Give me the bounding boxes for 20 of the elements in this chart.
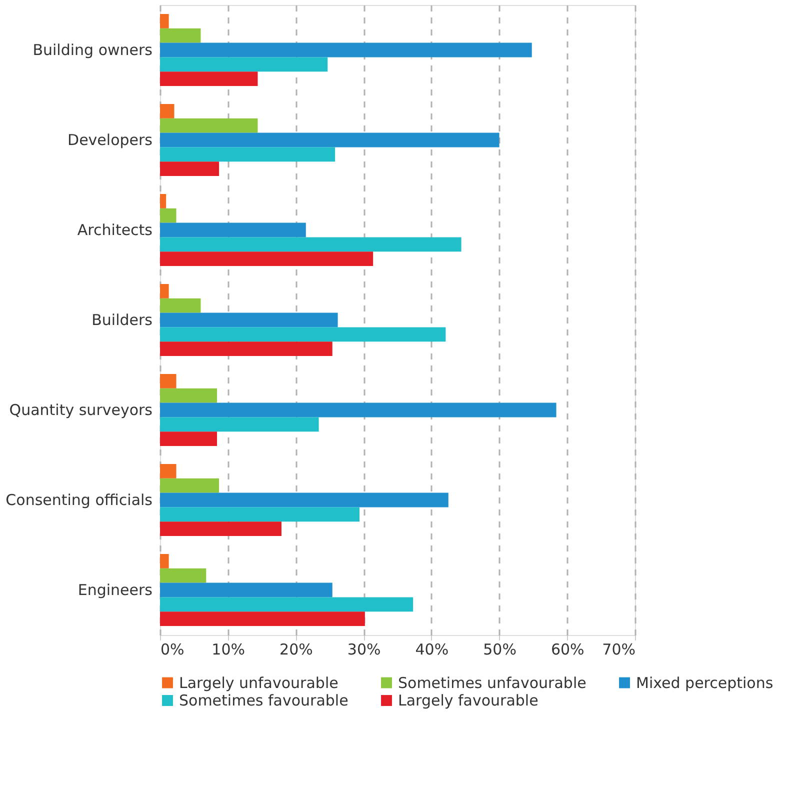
y-tick-label: Quantity surveyors (9, 401, 153, 419)
y-tick-label: Architects (77, 221, 153, 239)
y-tick-label: Building owners (32, 41, 153, 59)
x-tick-label: 60% (550, 640, 584, 658)
legend-label: Sometimes favourable (179, 692, 348, 710)
y-tick-label: Engineers (78, 581, 153, 599)
legend-label: Largely favourable (398, 692, 538, 710)
x-tick-label: 30% (347, 640, 381, 658)
legend-label: Largely unfavourable (179, 674, 338, 692)
legend-label: Sometimes unfavourable (398, 674, 586, 692)
y-tick-label: Developers (68, 131, 153, 149)
legend-label: Mixed perceptions (636, 674, 774, 692)
y-tick-label: Consenting officials (6, 491, 153, 509)
x-tick-label: 50% (483, 640, 516, 658)
x-tick-label: 70% (602, 640, 636, 658)
x-tick-label: 40% (415, 640, 449, 658)
y-tick-label: Builders (92, 311, 153, 329)
x-tick-label: 20% (280, 640, 313, 658)
x-tick-label: 0% (160, 640, 184, 658)
x-tick-label: 10% (212, 640, 246, 658)
